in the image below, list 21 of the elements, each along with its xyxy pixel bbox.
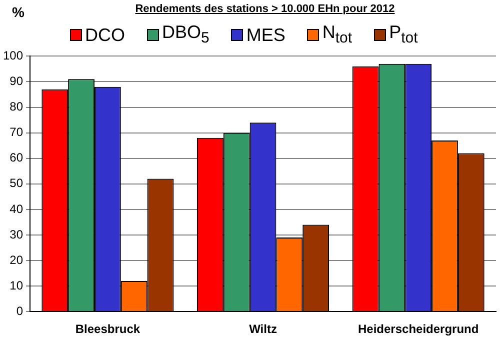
x-tick-label: Bleesbruck <box>75 322 140 336</box>
legend-label: DBO$_{5}$ <box>162 22 210 49</box>
y-tick-label: 50 <box>10 176 24 190</box>
legend-label: MES <box>246 25 286 46</box>
legend-label: P$_{tot}$ <box>389 22 418 49</box>
y-tick-label: 70 <box>10 125 24 140</box>
y-tick-label: 60 <box>10 150 24 165</box>
y-tick-label: 20 <box>10 252 24 267</box>
legend-label: N$_{tot}$ <box>322 22 352 49</box>
y-axis-title: % <box>12 4 24 20</box>
legend-label: DCO <box>85 25 125 46</box>
y-tick-label: 0 <box>16 304 24 318</box>
y-tick-label: 40 <box>10 202 24 216</box>
y-tick-label: 30 <box>10 227 24 242</box>
chart-title: Rendements des stations > 10.000 EHn pour 2012 <box>135 3 395 15</box>
x-tick-label: Heiderscheidergrund <box>358 322 479 336</box>
y-tick-label: 100 <box>2 48 24 63</box>
y-tick-label: 10 <box>10 278 24 292</box>
x-tick-label: Wiltz <box>249 322 277 336</box>
y-tick-label: 90 <box>10 74 24 88</box>
y-tick-label: 80 <box>10 100 24 114</box>
